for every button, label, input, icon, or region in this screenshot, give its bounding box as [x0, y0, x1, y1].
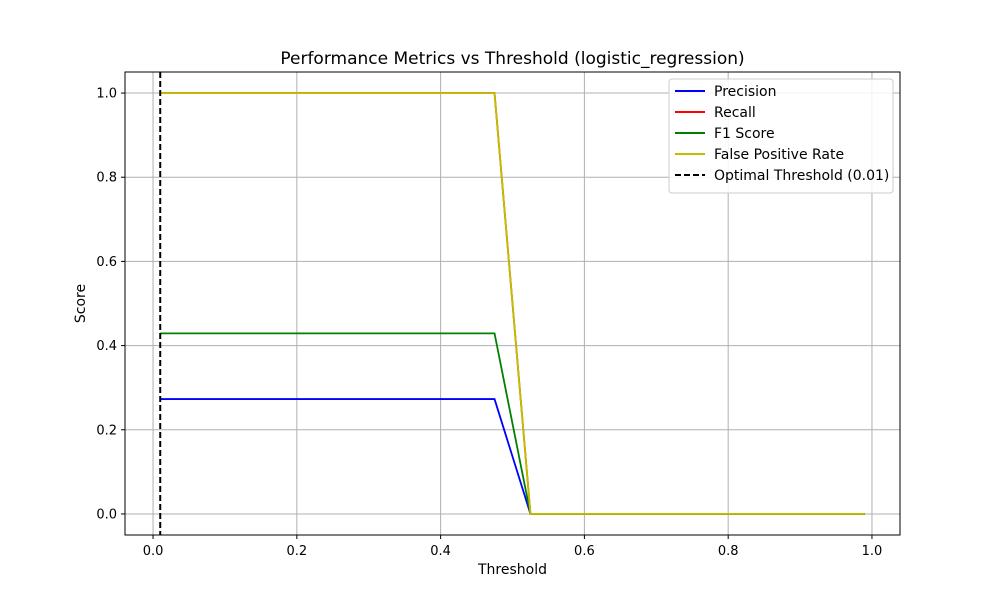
series-layer — [159, 72, 865, 535]
y-tick-label: 0.0 — [96, 507, 117, 522]
y-tick-label: 0.8 — [96, 171, 117, 186]
y-axis-label: Score — [73, 284, 89, 323]
x-tick-label: 1.0 — [862, 544, 883, 559]
y-tick-label: 1.0 — [96, 87, 117, 102]
legend-label-f1-score: F1 Score — [714, 126, 775, 142]
y-tick-label: 0.2 — [96, 423, 117, 438]
x-tick-label: 0.2 — [286, 544, 307, 559]
legend-label-false-positive-rate: False Positive Rate — [714, 147, 844, 163]
legend-box — [668, 78, 894, 194]
y-tick-label: 0.6 — [96, 255, 117, 270]
series-line-false-positive-rate — [160, 92, 865, 515]
chart-title: Performance Metrics vs Threshold (logist… — [280, 49, 744, 69]
legend-label-precision: Precision — [714, 84, 776, 100]
x-tick-label: 0.6 — [574, 544, 595, 559]
x-tick-label: 0.0 — [143, 544, 164, 559]
x-axis-label: Threshold — [477, 562, 547, 578]
legend-label-optimal-threshold: Optimal Threshold (0.01) — [714, 168, 889, 184]
ticks-layer: 0.0 0.2 0.4 0.6 0.8 1.0 0.0 0.2 0.4 0.6 0.8 1.0 — [96, 87, 882, 559]
x-tick-label: 0.4 — [430, 544, 451, 559]
legend-label-recall: Recall — [714, 105, 756, 121]
y-tick-label: 0.4 — [96, 339, 117, 354]
legend: Precision Recall F1 Score False Positive Ra… — [668, 78, 894, 194]
plot-area-frame — [124, 71, 901, 536]
x-tick-label: 0.8 — [718, 544, 739, 559]
